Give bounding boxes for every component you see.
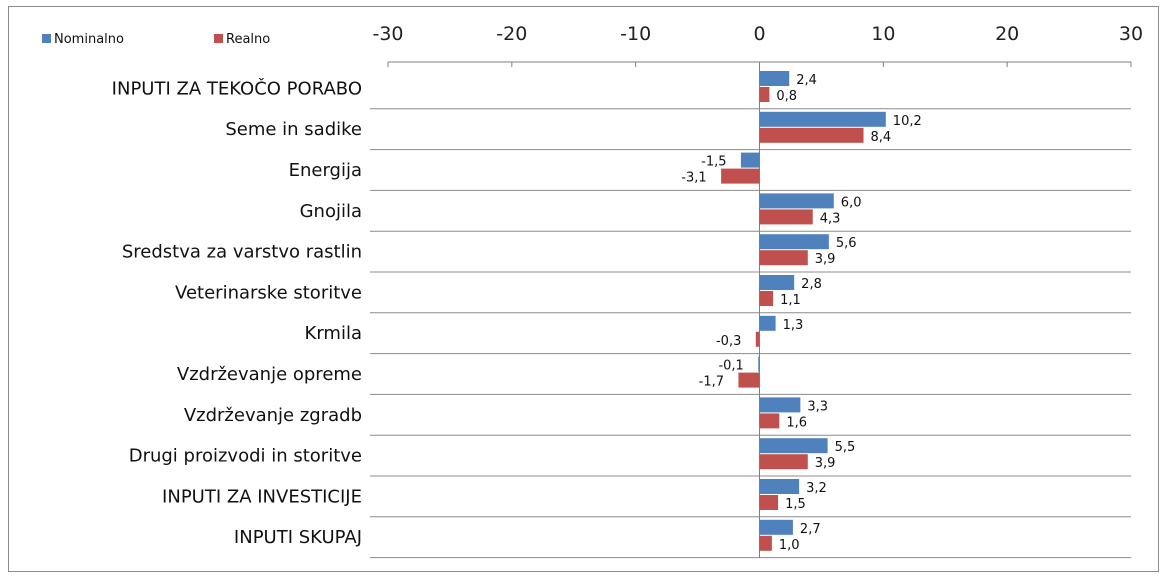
category-label: Veterinarske storitve [175, 282, 362, 303]
data-label: 5,6 [836, 236, 857, 251]
data-label: 1,0 [779, 538, 800, 553]
data-label: 6,0 [841, 195, 862, 210]
data-label: 2,7 [800, 522, 821, 537]
bar-realno [755, 331, 760, 347]
data-label-bg [798, 275, 827, 290]
category-label: Energija [289, 160, 362, 181]
bar-realno [759, 535, 772, 551]
bar-nominalno [740, 152, 760, 168]
data-label: 2,8 [801, 277, 822, 292]
data-label: -1,5 [701, 155, 726, 170]
data-label: 8,4 [871, 130, 892, 145]
bar-nominalno [759, 275, 795, 290]
data-label: 3,2 [806, 481, 827, 496]
bar-realno [759, 250, 808, 266]
chart-frame [8, 6, 1159, 572]
data-label-bg [782, 495, 811, 510]
x-tick-label: 0 [753, 23, 765, 45]
data-label-bg [712, 331, 750, 347]
data-label-bg [803, 479, 832, 494]
category-label: Drugi proizvodi in storitve [129, 446, 362, 467]
bar-nominalno [759, 315, 776, 331]
data-label: 1,5 [785, 497, 806, 512]
bar-realno [759, 495, 779, 510]
x-tick-label: -10 [620, 23, 651, 45]
data-label: -3,1 [681, 171, 706, 186]
category-label: Vzdrževanje zgradb [184, 405, 362, 426]
data-label-bg [796, 519, 826, 535]
data-label-bg [867, 127, 897, 143]
legend-swatch [214, 34, 223, 43]
data-label-bg [783, 413, 812, 429]
data-label-bg [777, 291, 806, 306]
x-tick-label: 10 [871, 23, 895, 45]
bar-nominalno [759, 438, 828, 454]
data-label-bg [793, 71, 822, 86]
data-label: -0,3 [716, 334, 741, 349]
bar-nominalno [759, 111, 886, 127]
bar-realno [738, 372, 760, 388]
category-label: Seme in sadike [225, 119, 362, 140]
data-label: 3,9 [815, 252, 836, 267]
bar-realno [721, 168, 760, 184]
bar-nominalno [759, 397, 801, 413]
data-label-bg [775, 535, 805, 551]
bar-realno [759, 454, 808, 470]
bar-nominalno [758, 356, 760, 372]
data-label-bg [715, 356, 753, 372]
data-label-bg [695, 372, 733, 388]
legend-label: Nominalno [54, 32, 124, 47]
data-label-bg [837, 193, 867, 209]
data-label-bg [816, 209, 846, 225]
x-tick-label: 20 [995, 23, 1019, 45]
bar-realno [759, 209, 813, 225]
data-label: -0,1 [718, 359, 743, 374]
bar-nominalno [759, 71, 790, 86]
x-tick-label: -30 [372, 23, 403, 45]
data-label-bg [678, 168, 716, 184]
category-label: Vzdrževanje opreme [177, 364, 362, 385]
data-label-bg [889, 111, 927, 127]
data-label: 1,6 [786, 415, 807, 430]
category-label: INPUTI ZA INVESTICIJE [162, 486, 362, 507]
category-label: Sredstva za varstvo rastlin [122, 242, 362, 263]
x-tick-label: 30 [1119, 23, 1143, 45]
data-label: 5,5 [835, 440, 856, 455]
data-label-bg [698, 152, 735, 168]
legend-label: Realno [226, 32, 270, 47]
bar-nominalno [759, 519, 793, 535]
data-label: 2,4 [796, 73, 817, 88]
bar-realno [759, 413, 780, 429]
data-label: 3,9 [815, 456, 836, 471]
category-label: INPUTI SKUPAJ [234, 527, 362, 548]
data-label-bg [804, 397, 833, 413]
legend-swatch [42, 34, 51, 43]
data-label: 1,1 [780, 293, 801, 308]
bar-nominalno [759, 193, 834, 209]
data-label-bg [811, 454, 841, 470]
category-label: Krmila [305, 323, 362, 344]
data-label: 1,3 [783, 318, 804, 333]
bar-realno [759, 87, 770, 102]
data-label-bg [832, 234, 862, 250]
data-label-bg [779, 315, 809, 331]
bar-nominalno [759, 479, 800, 494]
bar-realno [759, 127, 864, 143]
category-label: Gnojila [300, 201, 362, 222]
bar-nominalno [759, 234, 829, 250]
x-tick-label: -20 [496, 23, 527, 45]
data-label: 0,8 [776, 89, 797, 104]
data-label: 4,3 [820, 211, 841, 226]
category-label: INPUTI ZA TEKOČO PORABO [112, 77, 362, 99]
data-label-bg [811, 250, 841, 266]
data-label-bg [773, 87, 803, 102]
bar-realno [759, 291, 774, 306]
data-label: 3,3 [807, 399, 828, 414]
data-label: -1,7 [699, 375, 724, 390]
data-label: 10,2 [893, 114, 922, 129]
data-label-bg [831, 438, 861, 454]
